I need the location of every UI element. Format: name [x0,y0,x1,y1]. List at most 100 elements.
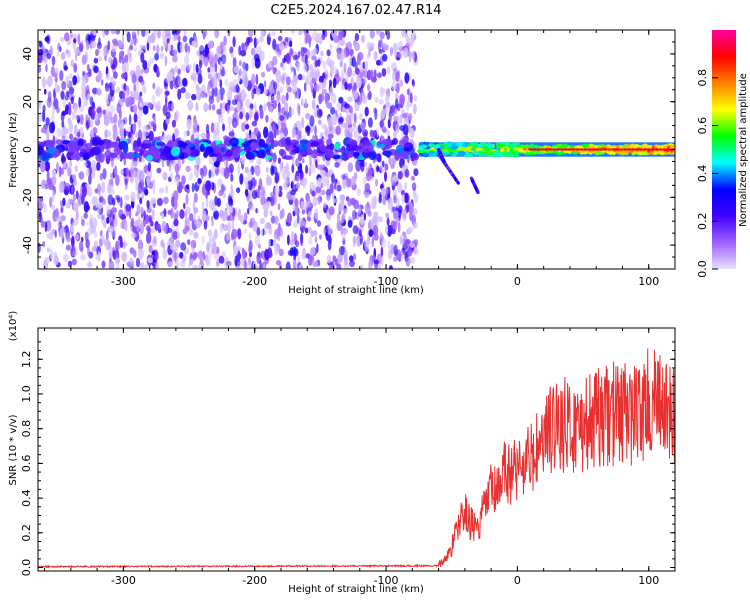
colorbar-tick-label: 0.8 [696,69,709,87]
spectrogram-noise-cell [413,192,419,203]
spectrogram-noise-cell [329,183,334,194]
spectrogram-band-cell [378,143,386,149]
spectrogram-band-cell [385,138,392,146]
spectrogram-noise-cell [153,102,158,108]
spectrogram-noise-cell [139,91,143,97]
spectrogram-noise-cell [133,46,138,53]
spectrogram-noise-cell [71,173,77,180]
spectrogram-noise-cell [86,221,89,227]
spectrogram-noise-cell [302,47,308,54]
spectrogram-noise-cell [107,194,114,206]
spectrogram-ridge-cell [540,148,545,151]
spectrogram-noise-cell [289,48,293,56]
spectrogram-noise-cell [312,99,316,111]
spectrogram-noise-cell [65,75,70,85]
spectrogram-noise-cell [278,105,282,118]
spectrogram-noise-cell [177,35,181,42]
spectrogram-band-cell [71,142,79,151]
spectrogram-noise-cell [51,55,56,66]
spectrogram-noise-cell [269,210,273,216]
spectrogram-noise-cell [347,83,353,90]
spectrogram-signal-cell [622,144,627,149]
spectrogram-noise-cell [305,164,309,174]
spectrogram-noise-cell [65,202,71,209]
spectrogram-noise-cell [277,203,281,211]
spectrogram-noise-cell [294,233,298,245]
spectrogram-signal-cell [643,143,648,149]
spectrogram-noise-cell [337,253,343,264]
spectrogram-noise-cell [40,220,46,228]
spectrogram-signal-cell [504,146,508,149]
spectrogram-noise-cell [372,214,378,225]
spectrogram-ridge-cell [528,148,533,151]
spectrogram-noise-cell [311,190,316,197]
spectrogram-noise-cell [221,105,225,114]
spectrogram-noise-cell [255,46,259,56]
spectrogram-noise-cell [95,49,99,57]
spectrogram-noise-cell [233,65,239,74]
spectrogram-noise-cell [280,107,286,115]
spectrogram-noise-cell [259,191,262,200]
spectrogram-ridge-cell [599,148,604,151]
spectrogram-noise-cell [182,77,188,87]
spectrogram-noise-cell [270,95,276,103]
spectrogram-noise-cell [197,124,200,133]
spectrogram-signal-cell [506,152,513,157]
spectrogram-noise-cell [347,162,354,173]
spectrogram-noise-cell [231,219,235,231]
spectrogram-noise-cell [163,225,169,234]
spectrogram-noise-cell [205,180,212,192]
spectrogram-noise-cell [401,209,407,219]
spectrogram-noise-cell [185,165,191,173]
spectrogram-noise-cell [60,155,67,163]
spectrogram-noise-cell [316,220,322,227]
spectrogram-noise-cell [248,257,251,265]
spectrogram-noise-cell [52,189,55,202]
spectrogram-band-cell [140,143,150,150]
spectrogram-noise-cell [240,214,244,224]
spectrogram-ridge-cell [575,148,580,151]
spectrogram-noise-cell [63,225,70,234]
spectrogram-noise-cell [342,123,348,128]
spectrogram-noise-cell [94,196,99,207]
spectrogram-noise-cell [341,212,346,223]
spectrogram-noise-cell [115,194,120,201]
spectrogram-noise-cell [377,215,380,222]
spectrogram-noise-cell [86,246,90,256]
spectrogram-noise-cell [412,221,418,229]
spectrogram-noise-cell [412,103,417,115]
spectrogram-band-cell [297,153,303,162]
spectrogram-noise-cell [58,165,62,178]
spectrogram-noise-cell [140,52,145,63]
spectrogram-x-tick-label: -200 [242,275,267,288]
spectrogram-noise-cell [354,42,360,52]
spectrogram-noise-cell [288,106,292,118]
spectrogram-noise-cell [63,65,69,71]
spectrogram-noise-cell [295,182,301,189]
spectrogram-noise-cell [202,31,206,40]
spectrogram-noise-cell [240,89,246,102]
spectrogram-noise-cell [238,68,242,76]
spectrogram-noise-cell [246,207,250,215]
spectrogram-noise-cell [404,192,409,204]
spectrogram-band-cell [122,143,129,154]
spectrogram-noise-cell [348,55,352,67]
spectrogram-noise-cell [195,83,200,92]
spectrogram-ridge-cell [638,148,644,151]
spectrogram-noise-cell [172,34,178,42]
spectrogram-noise-cell [80,236,84,243]
spectrogram-noise-cell [354,33,360,42]
spectrogram-noise-cell [386,217,390,226]
spectrogram-noise-cell [81,77,87,88]
spectrogram-signal-cell [640,145,644,149]
spectrogram-noise-cell [274,215,279,226]
spectrogram-noise-cell [89,223,95,235]
spectrogram-noise-cell [93,231,98,239]
snr-x-tick-label: -100 [374,574,399,587]
spectrogram-noise-cell [83,201,90,213]
spectrogram-band-cell [256,149,267,159]
spectrogram-noise-cell [115,257,121,265]
spectrogram-noise-cell [87,93,91,100]
spectrogram-noise-cell [243,259,247,269]
spectrogram-noise-cell [353,113,357,124]
